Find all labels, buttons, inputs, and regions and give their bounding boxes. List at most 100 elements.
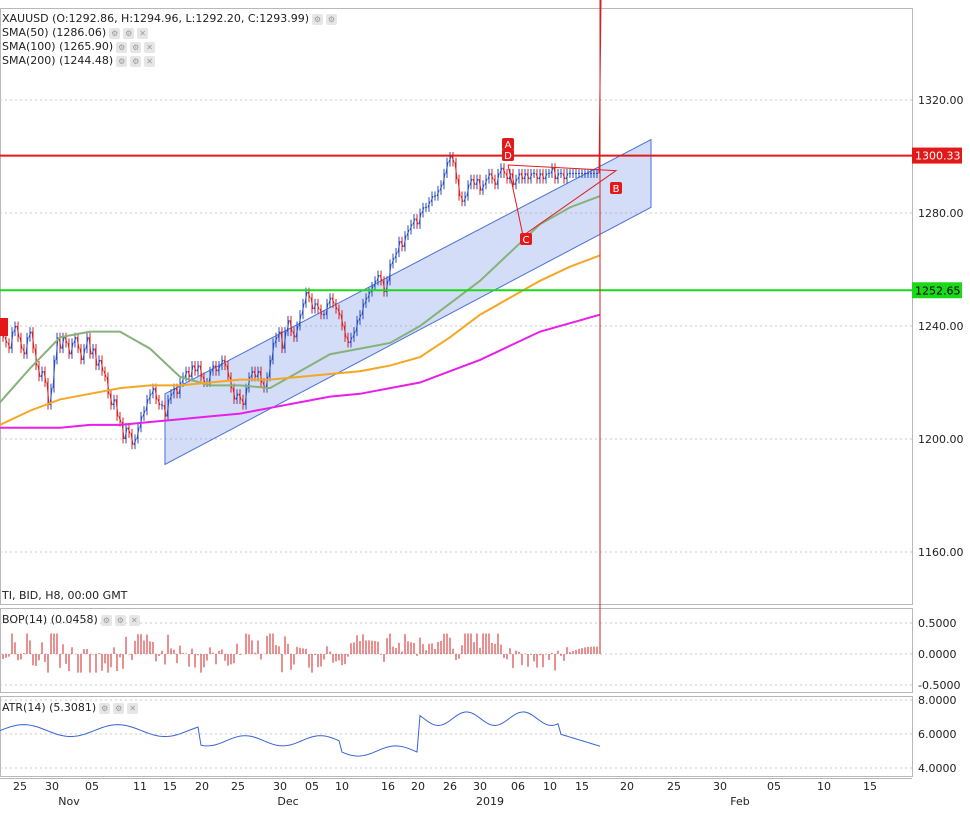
atr-legend: ATR(14) (5.3081) ⚙ ⚙ ✕ — [2, 701, 139, 715]
x-tick-label: 05 — [767, 780, 781, 793]
candle-body — [376, 274, 380, 281]
pattern-point-marker — [502, 138, 514, 150]
pattern-point-label: B — [613, 184, 620, 195]
settings-icon[interactable]: ⚙ — [130, 55, 142, 67]
candle-body — [307, 291, 311, 298]
candle-body — [22, 348, 26, 355]
candle-body — [67, 342, 71, 355]
candle-body — [40, 371, 44, 378]
close-icon[interactable]: ✕ — [137, 27, 149, 39]
candle-body — [79, 348, 83, 360]
candle-body — [481, 184, 485, 191]
candle-body — [400, 241, 404, 248]
candle-body — [88, 337, 92, 355]
candle-body — [418, 212, 422, 225]
candle-body — [373, 280, 377, 287]
y-tick-label: 6.0000 — [918, 728, 957, 741]
candle-body — [310, 297, 314, 310]
candle-body — [460, 195, 464, 202]
chart-info-line: TI, BID, H8, 00:00 GMT — [2, 589, 128, 602]
candle-body — [457, 179, 461, 197]
resistance-price-tag — [912, 147, 962, 164]
close-icon[interactable]: ✕ — [127, 702, 139, 714]
candle-body — [451, 156, 455, 163]
settings-icon[interactable]: ⚙ — [312, 13, 323, 25]
candle-body — [337, 308, 341, 315]
settings-icon[interactable]: ⚙ — [109, 27, 121, 39]
candle-body — [253, 371, 257, 378]
candle-body — [541, 173, 545, 180]
candle-body — [553, 167, 557, 180]
candle-body — [556, 173, 560, 180]
candle-body — [340, 314, 344, 327]
candle-body — [334, 303, 338, 310]
candle-body — [526, 173, 530, 180]
candle-body — [238, 393, 242, 400]
candle-body — [550, 167, 554, 174]
settings-icon[interactable]: ⚙ — [116, 41, 128, 53]
candle-body — [10, 331, 14, 349]
bop-legend: BOP(14) (0.0458) ⚙ ⚙ ✕ — [2, 613, 140, 627]
candle-body — [403, 235, 407, 247]
candle-body — [412, 218, 416, 225]
y-tick-label: 8.0000 — [918, 694, 957, 707]
candle-body — [562, 173, 566, 180]
candle-body — [169, 393, 173, 400]
candle-body — [493, 178, 497, 185]
candle-body — [103, 371, 107, 378]
settings-icon[interactable]: ⚙ — [100, 614, 112, 626]
y-tick-label: 1160.00 — [918, 546, 964, 559]
x-tick-label: 30 — [45, 780, 59, 793]
candle-body — [421, 207, 425, 214]
candle-body — [283, 331, 287, 349]
x-tick-label: 25 — [231, 780, 245, 793]
settings-icon[interactable]: ⚙ — [130, 41, 142, 53]
candle-body — [514, 178, 518, 185]
candle-body — [46, 382, 50, 406]
candle-body — [502, 167, 506, 174]
y-tick-label: 0.5000 — [918, 617, 957, 630]
candle-body — [478, 179, 482, 191]
candle-body — [352, 331, 356, 338]
y-tick-label: 1280.00 — [918, 207, 964, 220]
settings-icon[interactable]: ⚙ — [113, 702, 125, 714]
candle-body — [217, 365, 221, 372]
candle-body — [277, 331, 281, 338]
candle-body — [487, 173, 491, 180]
candle-body — [4, 337, 8, 344]
x-month-label: 2019 — [476, 795, 504, 808]
pattern-point-marker — [520, 233, 532, 245]
x-tick-label: 20 — [411, 780, 425, 793]
candle-body — [76, 337, 80, 349]
settings-icon[interactable]: ⚙ — [123, 27, 135, 39]
main-pane-frame — [0, 8, 913, 605]
candle-body — [175, 387, 179, 394]
close-icon[interactable]: ✕ — [144, 55, 156, 67]
candle-body — [208, 371, 212, 383]
candle-body — [490, 173, 494, 180]
close-icon[interactable]: ✕ — [144, 41, 156, 53]
candle-body — [346, 337, 350, 344]
candle-body — [118, 416, 122, 423]
candle-body — [319, 308, 323, 315]
x-tick-label: 25 — [667, 780, 681, 793]
settings-icon[interactable]: ⚙ — [116, 55, 128, 67]
candle-body — [565, 173, 569, 180]
settings-icon[interactable]: ⚙ — [99, 702, 111, 714]
candle-body — [544, 173, 548, 180]
y-tick-label: 1200.00 — [918, 433, 964, 446]
candle-body — [31, 331, 35, 349]
x-tick-label: 15 — [575, 780, 589, 793]
x-tick-label: 26 — [443, 780, 457, 793]
close-icon[interactable]: ✕ — [128, 614, 140, 626]
y-tick-label: 4.0000 — [918, 762, 957, 775]
candle-body — [301, 303, 305, 315]
candle-body — [469, 178, 473, 185]
candle-body — [82, 348, 86, 360]
candle-body — [436, 190, 440, 197]
x-tick-label: 11 — [133, 780, 147, 793]
candle-body — [19, 337, 23, 349]
settings-icon[interactable]: ⚙ — [326, 13, 337, 25]
settings-icon[interactable]: ⚙ — [114, 614, 126, 626]
